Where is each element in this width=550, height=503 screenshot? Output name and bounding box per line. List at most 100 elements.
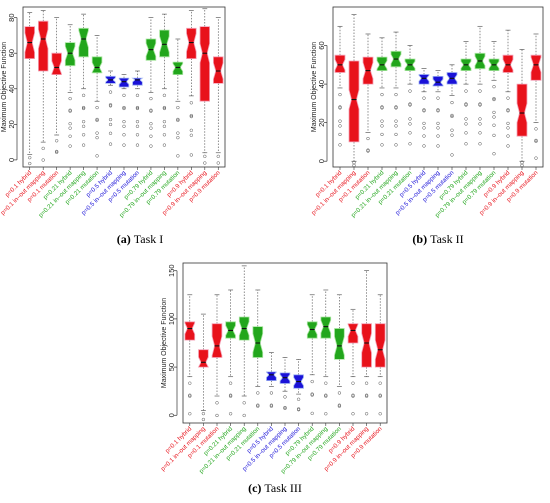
outlier-point (162, 105, 167, 110)
outlier-point (394, 132, 398, 137)
outlier-point (215, 413, 219, 418)
outlier-point (149, 122, 153, 126)
outlier-point (506, 96, 510, 100)
box-4 (64, 24, 76, 148)
outlier-point (228, 394, 233, 398)
outlier-point (108, 131, 113, 135)
outlier-point (338, 119, 342, 123)
box-12 (488, 41, 500, 156)
y-tick-label: 40 (7, 85, 16, 93)
outlier-point (242, 413, 246, 418)
outlier-point (464, 102, 468, 106)
outlier-point (450, 113, 454, 118)
box-5 (390, 31, 402, 147)
outlier-point (478, 89, 482, 93)
outlier-point (68, 122, 72, 126)
outlier-point (380, 143, 384, 147)
caption-text: Task II (430, 232, 463, 246)
outlier-point (135, 124, 140, 128)
outlier-point (380, 124, 384, 128)
outlier-point (492, 152, 496, 156)
outlier-point (394, 106, 398, 110)
outlier-point (256, 391, 260, 395)
y-tick-label: 100 (167, 313, 176, 326)
outlier-point (337, 403, 342, 407)
outlier-point (95, 117, 99, 122)
box-7 (266, 352, 277, 408)
box-6 (91, 35, 103, 158)
box-body (211, 323, 223, 358)
box-14 (361, 270, 372, 416)
outlier-point (366, 136, 370, 141)
y-axis-label: Maximum Objective Function (161, 298, 168, 388)
outlier-point (337, 391, 342, 395)
outlier-point (310, 393, 314, 397)
box-15 (212, 17, 224, 165)
box-2 (348, 14, 360, 168)
caption-letter: (c) (248, 481, 264, 495)
outlier-point (188, 394, 192, 398)
outlier-point (378, 394, 382, 398)
box-7 (105, 70, 116, 146)
outlier-point (149, 109, 153, 113)
outlier-point (492, 96, 496, 101)
outlier-point (436, 144, 440, 148)
outlier-point (188, 412, 192, 416)
outlier-point (162, 93, 167, 97)
outlier-point (378, 393, 382, 397)
box-body (159, 29, 170, 58)
outlier-point (149, 134, 153, 138)
box-15 (374, 294, 386, 416)
outlier-point (122, 124, 126, 128)
box-body (131, 77, 144, 86)
box-body (199, 26, 211, 102)
outlier-point (324, 394, 328, 398)
outlier-point (122, 106, 126, 111)
outlier-point (492, 85, 496, 89)
outlier-point (162, 124, 167, 128)
outlier-point (534, 139, 538, 143)
outlier-point (394, 124, 398, 128)
box-8 (432, 70, 444, 148)
box-6 (404, 45, 416, 146)
outlier-point (378, 412, 382, 416)
outlier-point (81, 106, 86, 111)
outlier-point (464, 117, 468, 121)
outlier-point (201, 411, 206, 416)
box-11 (320, 289, 332, 416)
y-tick-label: 0 (7, 158, 16, 162)
outlier-point (408, 122, 412, 126)
panel-caption: (c) Task III (248, 481, 302, 495)
outlier-point (492, 97, 496, 102)
box-5 (238, 265, 250, 418)
outlier-point (122, 119, 126, 124)
outlier-point (534, 127, 538, 131)
outlier-point (228, 412, 233, 416)
outlier-point (478, 131, 482, 135)
box-body (347, 323, 359, 344)
box-15 (530, 33, 542, 160)
y-tick-label: 80 (7, 13, 16, 21)
outlier-point (149, 126, 153, 130)
outlier-point (436, 109, 440, 113)
box-11 (474, 25, 486, 146)
outlier-point (228, 381, 233, 385)
outlier-point (310, 379, 314, 384)
box-9 (131, 70, 144, 147)
outlier-point (108, 90, 113, 94)
outlier-point (478, 122, 482, 126)
outlier-point (122, 133, 126, 137)
outlier-point (81, 124, 86, 128)
outlier-point (380, 92, 384, 97)
outlier-point (256, 404, 260, 408)
outlier-point (108, 103, 113, 107)
outlier-point (380, 119, 384, 123)
outlier-point (338, 124, 342, 128)
panel-caption: (b) Task II (412, 232, 463, 246)
outlier-point (364, 393, 369, 397)
box-13 (186, 10, 197, 157)
outlier-point (408, 89, 412, 93)
